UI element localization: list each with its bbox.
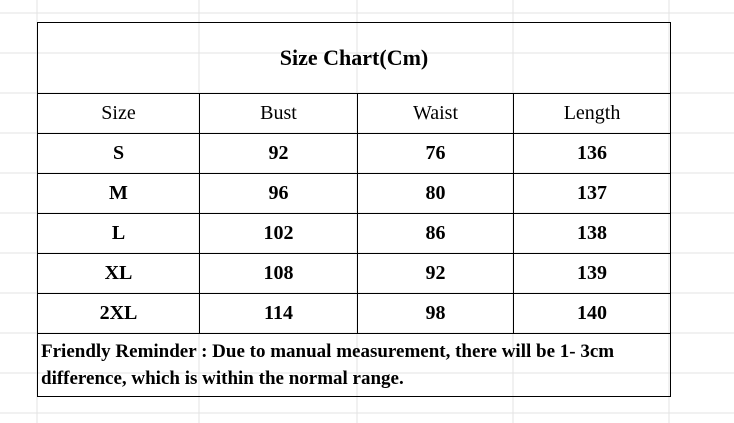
data-cell: XL bbox=[37, 253, 200, 294]
table-body: Size Chart(Cm) Size Bust Waist Length S 92 76 1… bbox=[36, 22, 672, 397]
data-row: S 92 76 136 bbox=[37, 133, 672, 174]
data-cell: 138 bbox=[512, 213, 672, 254]
data-cell: 137 bbox=[512, 173, 672, 214]
header-row: Size Bust Waist Length bbox=[37, 93, 672, 134]
data-cell: 92 bbox=[357, 253, 514, 294]
header-cell: Waist bbox=[357, 93, 514, 134]
data-cell: 140 bbox=[512, 293, 672, 334]
table-title: Size Chart(Cm) bbox=[36, 22, 672, 94]
data-cell: 136 bbox=[512, 133, 672, 174]
data-cell: 139 bbox=[512, 253, 672, 294]
data-cell: M bbox=[37, 173, 200, 214]
data-cell: S bbox=[37, 133, 200, 174]
data-row: 2XL 114 98 140 bbox=[37, 293, 672, 334]
header-cell: Length bbox=[512, 93, 672, 134]
data-cell: 102 bbox=[199, 213, 358, 254]
note-cell: Friendly Reminder : Due to manual measur… bbox=[36, 333, 672, 397]
header-cell: Bust bbox=[199, 93, 358, 134]
data-row: L 102 86 138 bbox=[37, 213, 672, 254]
data-cell: L bbox=[37, 213, 200, 254]
data-cell: 98 bbox=[357, 293, 514, 334]
data-cell: 114 bbox=[199, 293, 358, 334]
title-row: Size Chart(Cm) bbox=[36, 22, 672, 94]
data-cell: 2XL bbox=[37, 293, 200, 334]
data-cell: 108 bbox=[199, 253, 358, 294]
data-row: M 96 80 137 bbox=[37, 173, 672, 214]
data-cell: 80 bbox=[357, 173, 514, 214]
data-cell: 76 bbox=[357, 133, 514, 174]
header-cell: Size bbox=[37, 93, 200, 134]
data-row: XL 108 92 139 bbox=[37, 253, 672, 294]
note-row: Friendly Reminder : Due to manual measur… bbox=[36, 333, 672, 397]
data-cell: 96 bbox=[199, 173, 358, 214]
size-table: Size Chart(Cm) Size Bust Waist Length S 92 76 1… bbox=[36, 22, 672, 397]
data-cell: 92 bbox=[199, 133, 358, 174]
data-cell: 86 bbox=[357, 213, 514, 254]
